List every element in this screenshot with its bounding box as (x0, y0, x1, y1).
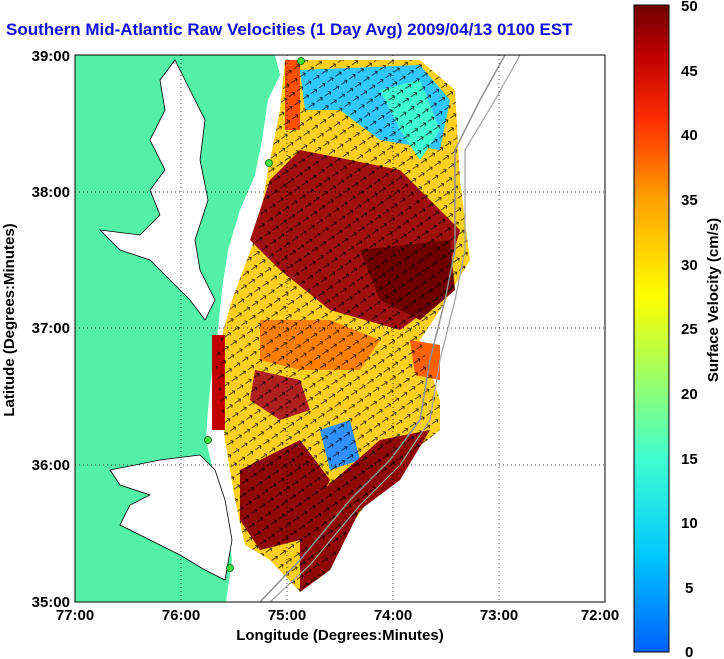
y-axis-label: Latitude (Degrees:Minutes) (1, 223, 18, 416)
x-tick-label: 74:00 (374, 607, 412, 624)
y-tick-label: 36:00 (32, 457, 70, 474)
chart-title: Southern Mid-Atlantic Raw Velocities (1 … (6, 20, 573, 39)
station-markers (204, 57, 305, 572)
x-axis-label: Longitude (Degrees:Minutes) (236, 627, 444, 644)
x-tick-label: 76:00 (162, 607, 200, 624)
colorbar-tick-label: 25 (681, 321, 698, 338)
station-marker (297, 57, 305, 65)
land-mass (75, 55, 280, 602)
colorbar-tick-labels: 50 45 40 35 30 25 20 15 10 5 0 (681, 0, 698, 659)
colorbar-tick-label: 35 (681, 192, 698, 209)
y-tick-label: 37:00 (32, 320, 70, 337)
x-tick-label: 72:00 (581, 607, 619, 624)
chesapeake-bay (98, 59, 216, 321)
y-tick-label: 38:00 (32, 184, 70, 201)
shelf-contour-2 (269, 55, 521, 602)
colorbar-tick-label: 45 (681, 63, 698, 80)
station-marker (226, 564, 234, 572)
pamlico-sound (109, 454, 233, 581)
station-marker (204, 436, 212, 444)
colorbar-tick-label: 15 (681, 451, 698, 468)
colorbar-label: Surface Velocity (cm/s) (705, 218, 722, 382)
colorbar-tick-label: 0 (685, 644, 693, 659)
plot-frame (74, 54, 606, 603)
colorbar-tick-label: 30 (681, 257, 698, 274)
x-tick-labels: 77:00 76:00 75:00 74:00 73:00 72:00 (56, 607, 619, 624)
x-tick-label: 73:00 (480, 607, 518, 624)
velocity-field (212, 60, 470, 592)
shelf-contour-1 (259, 55, 506, 602)
y-tick-label: 35:00 (32, 594, 70, 611)
colorbar-tick-label: 20 (681, 386, 698, 403)
x-tick-label: 75:00 (268, 607, 306, 624)
grid (75, 55, 605, 602)
colorbar-tick-label: 40 (681, 127, 698, 144)
y-tick-label: 39:00 (32, 48, 70, 65)
y-tick-labels: 39:00 38:00 37:00 36:00 35:00 (32, 48, 70, 611)
colorbar-tick-label: 10 (681, 515, 698, 532)
x-tick-label: 77:00 (56, 607, 94, 624)
colorbar (633, 4, 670, 653)
colorbar-tick-label: 5 (685, 580, 693, 597)
colorbar-tick-label: 50 (681, 0, 698, 15)
station-marker (265, 159, 273, 167)
